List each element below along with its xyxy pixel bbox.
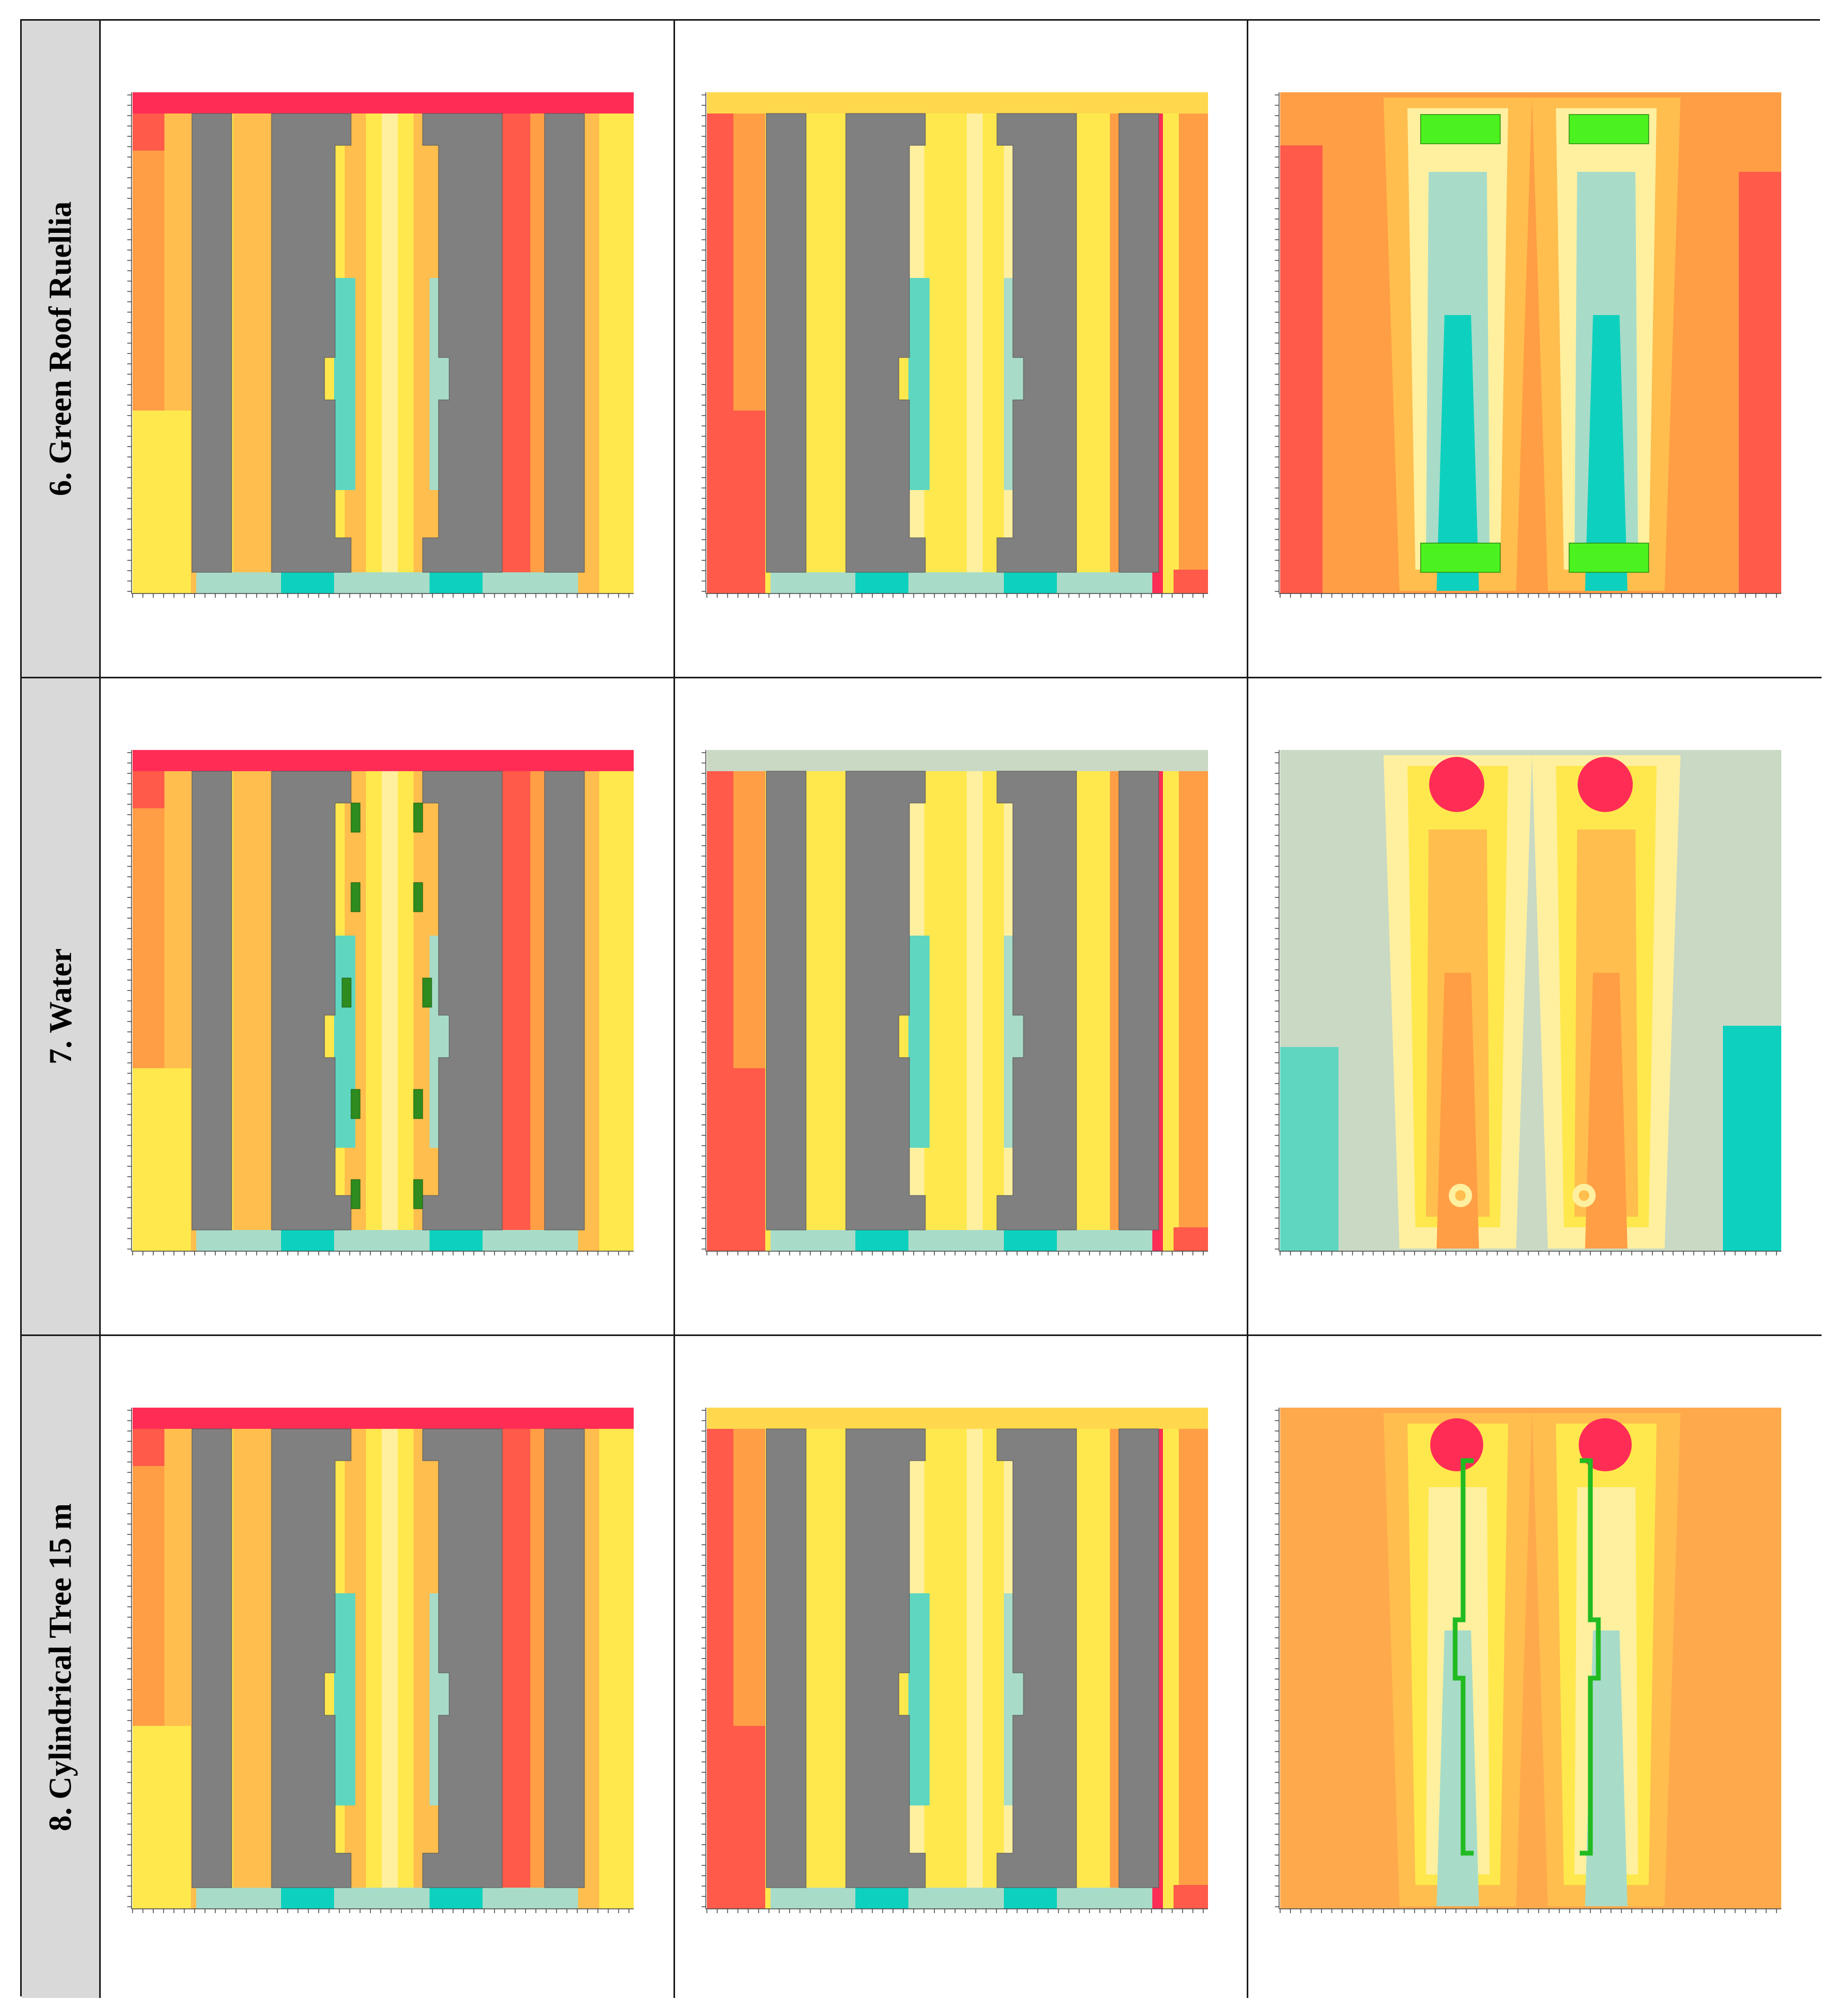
row-label-cell: 6. Green Roof Ruellia	[22, 21, 101, 678]
row-label-cell: 7. Water	[22, 678, 101, 1336]
row-label: 6. Green Roof Ruellia	[42, 201, 78, 496]
simulation-map	[127, 747, 636, 1256]
simulation-map	[702, 90, 1211, 599]
panel-6-3	[1248, 21, 1822, 678]
field-map	[1280, 92, 1781, 594]
simulation-map	[127, 90, 636, 599]
buildings	[191, 771, 585, 1230]
panel-6-1	[101, 21, 675, 678]
buildings	[766, 113, 1159, 573]
axis-ticks	[1275, 92, 1781, 598]
axis-ticks	[1275, 750, 1781, 1255]
water-cells	[342, 802, 432, 1209]
simulation-map	[1275, 747, 1784, 1256]
panel-8-1	[101, 1336, 675, 1998]
buildings	[766, 1428, 1159, 1888]
row-label-cell: 8. Cylindrical Tree 15 m	[22, 1336, 101, 1998]
buildings	[191, 113, 585, 573]
hot-spots	[1429, 757, 1633, 1207]
green-roof-pads	[1420, 114, 1649, 573]
panel-8-3	[1248, 1336, 1822, 1998]
buildings	[766, 771, 1159, 1230]
simulation-map	[1275, 1405, 1784, 1914]
field-map	[1280, 1408, 1781, 1909]
row-label: 7. Water	[42, 948, 78, 1064]
buildings	[191, 1428, 585, 1888]
axis-ticks	[127, 92, 634, 598]
simulation-map	[1275, 90, 1784, 599]
axis-ticks	[127, 750, 634, 1255]
panel-6-2	[675, 21, 1248, 678]
axis-ticks	[702, 92, 1208, 598]
panel-7-3	[1248, 678, 1822, 1336]
simulation-map	[702, 747, 1211, 1256]
tree-outlines	[1452, 1458, 1601, 1856]
field-map	[1280, 750, 1781, 1251]
simulation-map	[127, 1405, 636, 1914]
panel-8-2	[675, 1336, 1248, 1998]
panel-7-1	[101, 678, 675, 1336]
axis-ticks	[702, 750, 1208, 1255]
axis-ticks	[127, 1408, 634, 1913]
axis-ticks	[702, 1408, 1208, 1913]
panel-7-2	[675, 678, 1248, 1336]
figure-table: 6. Green Roof Ruellia 7. Water 8. Cylindri…	[20, 19, 1822, 1998]
hot-spots	[1430, 1418, 1632, 1471]
row-label: 8. Cylindrical Tree 15 m	[42, 1503, 78, 1831]
simulation-map	[702, 1405, 1211, 1914]
axis-ticks	[1275, 1408, 1781, 1913]
